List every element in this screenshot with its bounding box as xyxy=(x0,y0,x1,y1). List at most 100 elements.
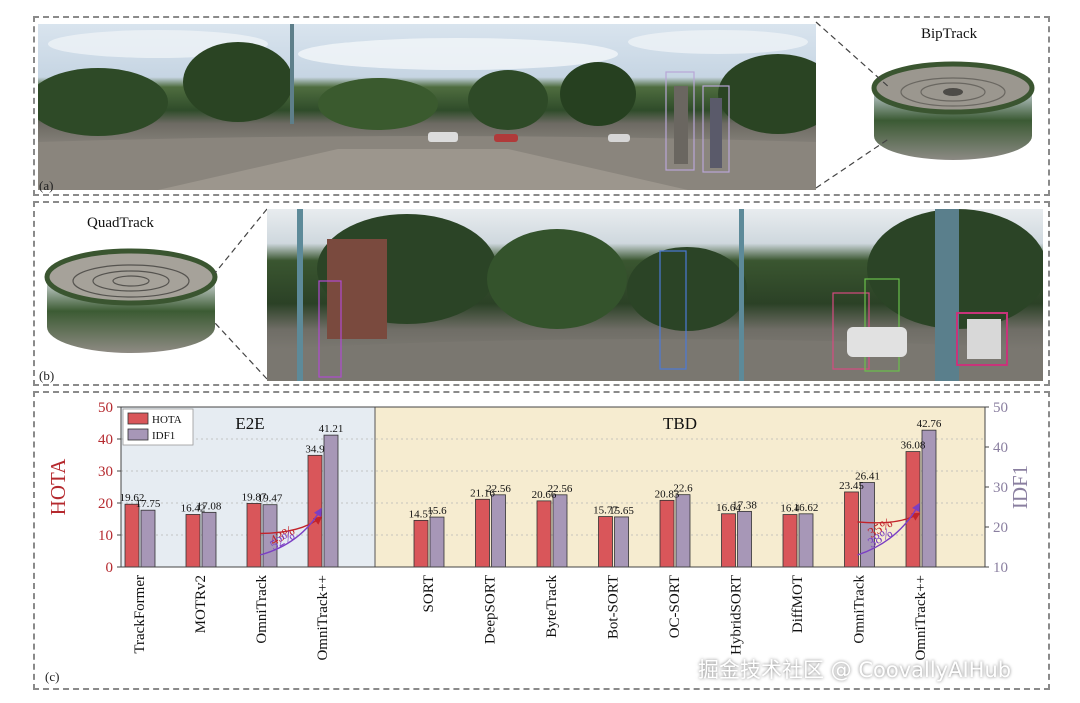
panel-c-chart: E2E TBD 19.62 17.75 TrackFormer 16.42 17.08 MOT… xyxy=(33,391,1050,690)
category-tick-label: OC-SORT xyxy=(667,575,683,638)
improvement-arrow xyxy=(857,502,920,556)
panorama-a-scene xyxy=(38,24,816,190)
idf1-data-label: 22.56 xyxy=(548,483,573,495)
hota-bar xyxy=(536,500,552,568)
idf1-bar xyxy=(737,510,752,568)
idf1-bar xyxy=(798,513,814,568)
category-tick-label: HybridSORT xyxy=(729,575,745,655)
hota-bar xyxy=(782,514,798,568)
legend-label-idf1: IDF1 xyxy=(152,430,175,442)
panel-a-letter: (a) xyxy=(39,178,54,193)
hota-bar xyxy=(246,503,262,568)
idf1-bar xyxy=(675,494,691,568)
category-tick-label: OmniTrack++ xyxy=(315,575,331,661)
hota-bar xyxy=(475,498,490,568)
panel-a-biptrack: (a) BipTrack xyxy=(33,16,1050,196)
right-tick-label: 50 xyxy=(993,400,1008,416)
idf1-data-label: 16.62 xyxy=(794,502,819,514)
idf1-data-label: 15.65 xyxy=(609,505,634,517)
biptrack-title: BipTrack xyxy=(921,26,978,42)
category-tick-label: Bot-SORT xyxy=(606,575,622,639)
category-tick-label: ByteTrack xyxy=(544,575,560,638)
hota-bar xyxy=(659,499,675,568)
panorama-b-scene xyxy=(267,209,1043,381)
panel-b-connector-lines xyxy=(214,208,268,380)
left-tick-label: 50 xyxy=(98,400,113,416)
improvement-arrow xyxy=(259,507,322,556)
hota-data-label: 23.45 xyxy=(839,480,864,492)
idf1-data-label: 17.38 xyxy=(732,499,757,511)
idf1-data-label: 42.76 xyxy=(917,418,942,430)
left-tick-label: 10 xyxy=(98,528,113,544)
left-tick-label: 30 xyxy=(98,464,113,480)
idf1-data-label: 17.08 xyxy=(197,500,222,512)
hota-bar xyxy=(413,519,429,568)
category-tick-label: SORT xyxy=(421,575,437,612)
watermark-text: 掘金技术社区 @ CoovallyAIHub xyxy=(698,658,1012,682)
biptrack-cylinder-figure xyxy=(871,61,1035,160)
idf1-bar xyxy=(429,516,445,568)
left-tick-label: 20 xyxy=(98,496,113,512)
hota-data-label: 20.66 xyxy=(532,489,557,501)
improvement-arrow xyxy=(857,512,921,524)
panel-c-letter: (c) xyxy=(45,669,60,684)
idf1-bar xyxy=(614,516,629,568)
idf1-bar xyxy=(201,511,217,568)
quadtrack-cylinder-figure xyxy=(44,248,218,353)
category-tick-label: OmniTrack xyxy=(852,575,868,644)
panorama-photo-b xyxy=(267,209,1043,381)
hota-bar xyxy=(844,491,859,568)
hota-data-label: 14.57 xyxy=(409,508,434,520)
right-tick-label: 30 xyxy=(993,480,1008,496)
idf1-bar xyxy=(491,494,506,568)
idf1-data-label: 17.75 xyxy=(136,498,161,510)
hota-data-label: 34.9 xyxy=(305,443,325,455)
hota-bar xyxy=(905,451,921,568)
idf1-bar xyxy=(552,494,568,568)
category-tick-label: OmniTrack++ xyxy=(913,575,929,661)
hota-data-label: 19.87 xyxy=(242,491,267,503)
hota-bar xyxy=(185,514,201,568)
hota-data-label: 21.16 xyxy=(470,487,495,499)
hota-data-label: 36.08 xyxy=(901,440,926,452)
legend-swatch-hota xyxy=(127,412,149,425)
group-label-e2e: E2E xyxy=(235,414,264,433)
hota-bar xyxy=(721,513,736,568)
category-tick-label: OmniTrack xyxy=(254,575,270,644)
idf1-data-label: 41.21 xyxy=(319,423,344,435)
hota-bar xyxy=(598,516,613,568)
right-tick-label: 10 xyxy=(993,560,1008,576)
category-tick-label: TrackFormer xyxy=(132,575,148,654)
category-tick-label: MOTRv2 xyxy=(193,575,209,633)
idf1-data-label: 19.47 xyxy=(258,493,283,505)
left-tick-label: 40 xyxy=(98,432,113,448)
hota-bar xyxy=(124,503,140,568)
improvement-arrow xyxy=(259,516,323,535)
idf1-data-label: 22.6 xyxy=(673,483,693,495)
category-tick-label: DiffMOT xyxy=(790,575,806,633)
hota-data-label: 20.83 xyxy=(655,488,680,500)
idf1-data-label: 15.6 xyxy=(427,505,447,517)
left-axis-title: HOTA xyxy=(46,458,70,515)
panel-a-connector-lines xyxy=(815,21,891,189)
group-label-tbd: TBD xyxy=(663,414,697,433)
right-tick-label: 20 xyxy=(993,520,1008,536)
panel-b-letter: (b) xyxy=(39,368,55,383)
hota-data-label: 16.42 xyxy=(181,502,206,514)
panorama-photo-a xyxy=(38,24,816,190)
hota-data-label: 15.77 xyxy=(593,505,618,517)
left-tick-label: 0 xyxy=(106,560,114,576)
hota-data-label: 16.4 xyxy=(780,503,800,515)
idf1-data-label: 22.56 xyxy=(486,483,511,495)
right-axis-title: IDF1 xyxy=(1008,465,1032,509)
idf1-bar xyxy=(323,434,339,568)
legend-swatch-idf1 xyxy=(127,428,149,441)
quadtrack-title: QuadTrack xyxy=(87,215,154,231)
hota-data-label: 19.62 xyxy=(120,492,145,504)
panel-b-quadtrack: QuadTrack xyxy=(33,201,1050,386)
legend-label-hota: HOTA xyxy=(152,414,182,426)
idf1-data-label: 26.41 xyxy=(855,470,880,482)
category-tick-label: DeepSORT xyxy=(483,575,499,644)
idf1-bar xyxy=(140,509,156,568)
